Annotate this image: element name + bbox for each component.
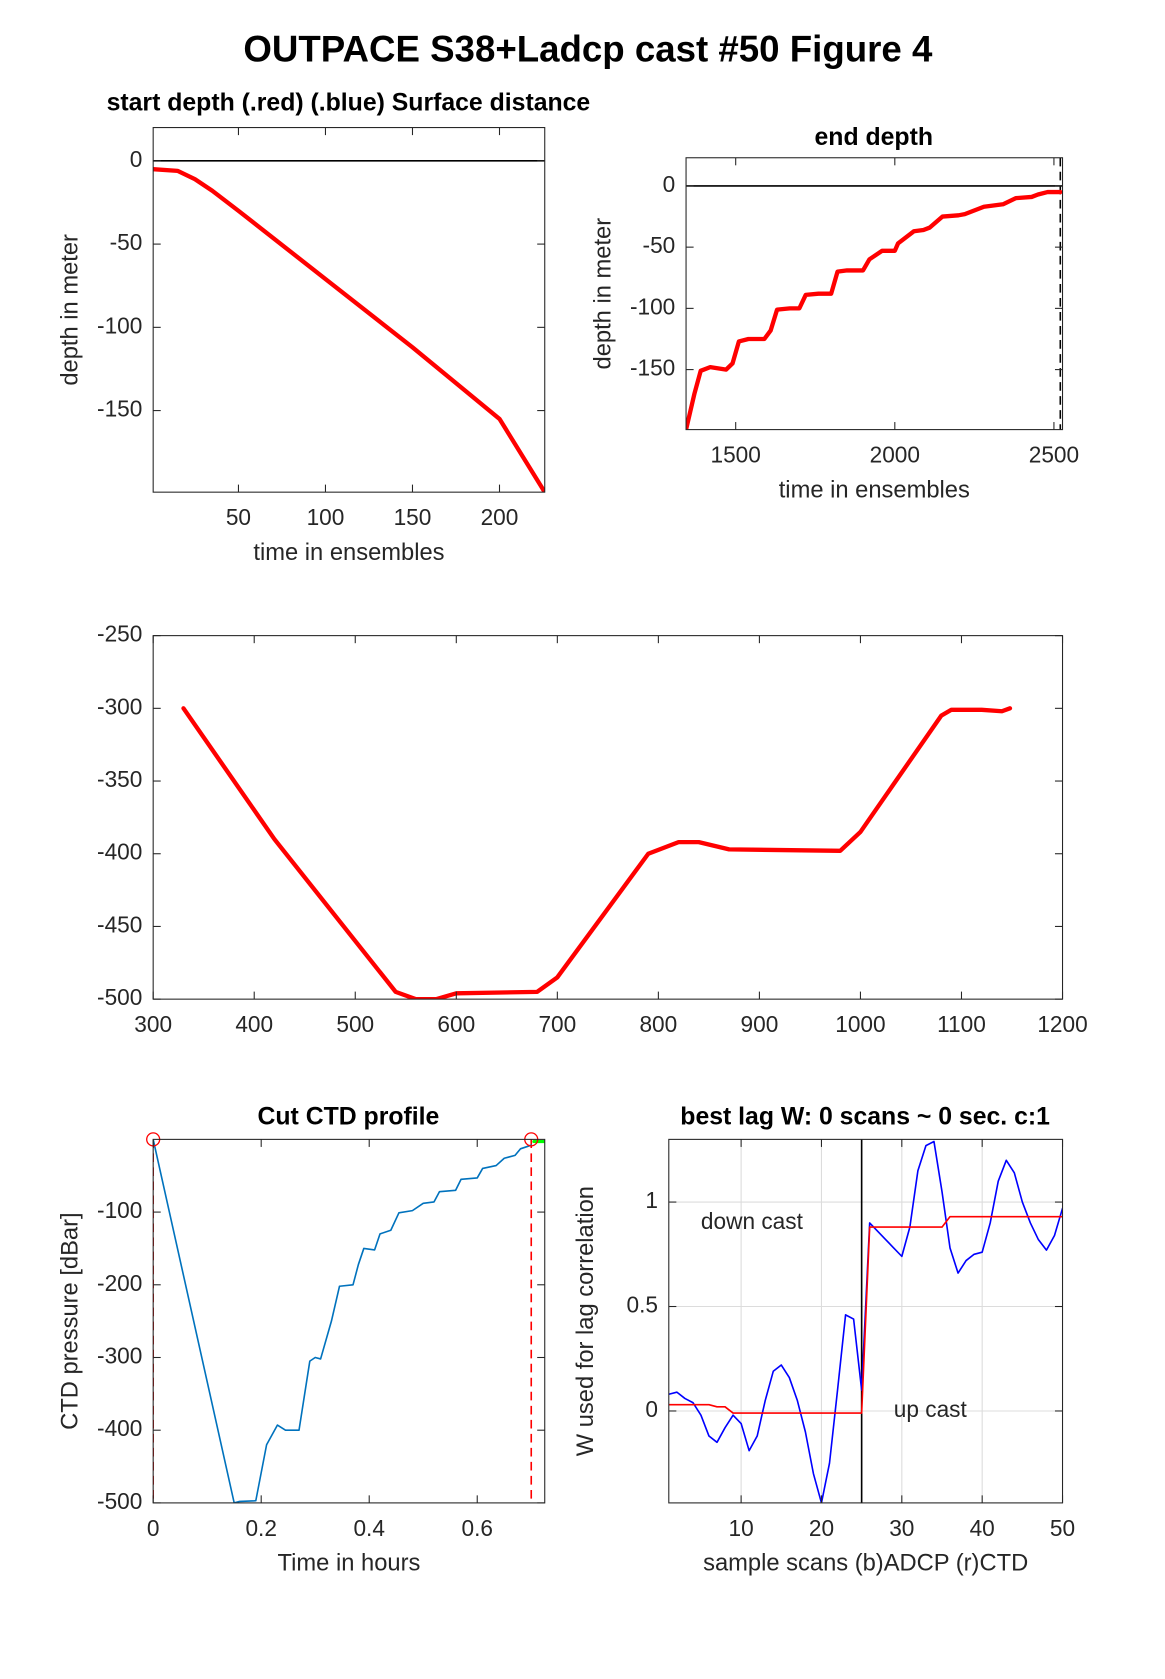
x-tick-label: 0.2	[245, 1515, 276, 1541]
plot-layer	[686, 157, 1063, 430]
x-tick-label: 600	[437, 1011, 475, 1037]
axes-box	[152, 635, 1064, 1000]
x-tick-label: 100	[307, 504, 345, 530]
data-line	[686, 189, 1063, 430]
x-axis-label: time in ensembles	[253, 540, 444, 566]
y-tick-label: 0	[663, 171, 676, 197]
y-tick-label: -100	[630, 293, 675, 319]
chart-title: end depth	[815, 124, 933, 151]
y-tick-label: -400	[97, 839, 142, 865]
data-line	[181, 706, 1013, 1000]
y-tick-label: -500	[97, 984, 142, 1010]
axes-box	[152, 127, 546, 493]
y-tick-label: 0	[645, 1396, 658, 1422]
figure-title: OUTPACE S38+Ladcp cast #50 Figure 4	[243, 29, 933, 70]
plot-layer	[153, 1139, 545, 1503]
annotation: up cast	[894, 1396, 968, 1422]
x-tick-label: 10	[729, 1515, 754, 1541]
plot-layer	[668, 1139, 1063, 1503]
y-tick-label: -100	[97, 312, 142, 338]
y-tick-label: 0.5	[627, 1292, 658, 1318]
y-tick-label: -200	[97, 1270, 142, 1296]
plot-layer	[181, 706, 1013, 1000]
x-tick-label: 400	[235, 1011, 273, 1037]
y-tick-label: -350	[97, 766, 142, 792]
y-axis-label: depth in meter	[57, 234, 83, 386]
x-tick-label: 1500	[711, 442, 761, 468]
chart-title: Cut CTD profile	[258, 1103, 440, 1130]
y-tick-label: -50	[110, 229, 143, 255]
annotation: down cast	[701, 1208, 804, 1234]
x-tick-label: 40	[970, 1515, 995, 1541]
x-tick-label: 20	[809, 1515, 834, 1541]
x-tick-label: 1000	[835, 1011, 885, 1037]
y-axis-label: CTD pressure [dBar]	[57, 1212, 83, 1430]
y-tick-label: 1	[645, 1187, 658, 1213]
y-tick-label: -300	[97, 1342, 142, 1368]
data-line	[668, 1215, 1063, 1414]
plot-area	[686, 157, 1063, 430]
y-tick-label: -150	[630, 355, 675, 381]
y-tick-label: -150	[97, 396, 142, 422]
axes-box	[685, 157, 1064, 431]
x-tick-label: 50	[226, 504, 251, 530]
plot-area	[153, 127, 545, 493]
axes-box	[152, 1138, 546, 1504]
plot-area	[153, 635, 1063, 1000]
x-tick-label: 700	[538, 1011, 576, 1037]
x-tick-label: 0	[147, 1515, 160, 1541]
y-tick-label: 0	[130, 146, 143, 172]
y-tick-label: -300	[97, 693, 142, 719]
data-line	[153, 167, 545, 493]
chart-title: best lag W: 0 scans ~ 0 sec. c:1	[680, 1103, 1050, 1130]
y-tick-label: -50	[643, 232, 676, 258]
x-tick-label: 1100	[937, 1011, 986, 1037]
y-axis-label: W used for lag correlation	[573, 1186, 599, 1456]
axes-box	[668, 1138, 1064, 1504]
x-tick-label: 500	[336, 1011, 374, 1037]
x-axis-label: Time in hours	[278, 1551, 421, 1577]
y-tick-label: -400	[97, 1415, 142, 1441]
x-tick-label: 0.6	[461, 1515, 492, 1541]
x-tick-label: 50	[1050, 1515, 1075, 1541]
plot-layer	[153, 160, 545, 493]
y-tick-label: -500	[97, 1488, 142, 1514]
x-tick-label: 30	[889, 1515, 914, 1541]
x-tick-label: 150	[394, 504, 432, 530]
x-tick-label: 1200	[1037, 1011, 1087, 1037]
x-tick-label: 2000	[870, 442, 920, 468]
x-tick-label: 800	[639, 1011, 677, 1037]
plot-area	[153, 1139, 545, 1503]
chart-title: start depth (.red) (.blue) Surface dista…	[107, 89, 591, 116]
y-axis-label: depth in meter	[590, 218, 616, 370]
data-line	[153, 1139, 533, 1503]
x-tick-label: 0.4	[353, 1515, 384, 1541]
y-tick-label: -450	[97, 911, 142, 937]
x-tick-label: 2500	[1029, 442, 1079, 468]
x-axis-label: sample scans (b)ADCP (r)CTD	[703, 1551, 1028, 1577]
x-tick-label: 300	[134, 1011, 172, 1037]
y-tick-label: -100	[97, 1197, 142, 1223]
y-tick-label: -250	[97, 621, 142, 647]
x-axis-label: time in ensembles	[779, 477, 970, 503]
x-tick-label: 200	[481, 504, 519, 530]
x-tick-label: 900	[741, 1011, 779, 1037]
